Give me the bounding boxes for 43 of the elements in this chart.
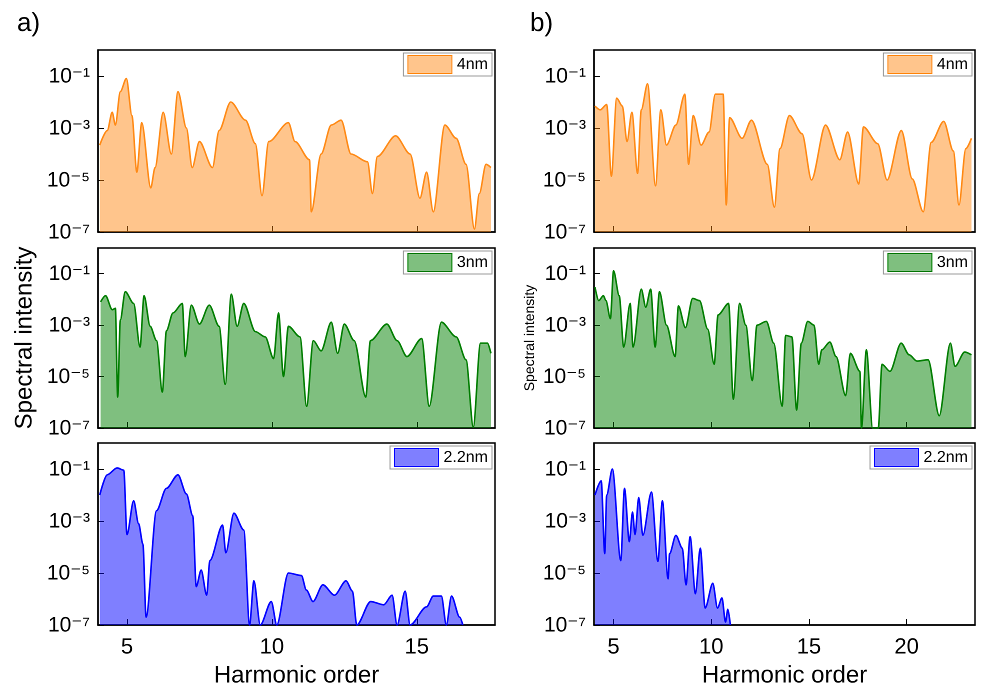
y-axis-title: Spectral intensity xyxy=(10,246,38,430)
y-axis-title: Spectral intensity xyxy=(521,284,537,392)
y-tick-label: 10⁻⁷ xyxy=(48,416,90,440)
y-tick-label: 10⁻⁷ xyxy=(544,416,586,440)
y-tick-label: 10⁻¹ xyxy=(544,458,586,480)
y-tick-label: 10⁻¹ xyxy=(48,458,90,480)
y-tick-label: 10⁻⁷ xyxy=(48,614,90,636)
y-tick-label: 10⁻⁵ xyxy=(46,562,90,584)
x-tick-label: 10 xyxy=(260,634,284,658)
legend-label: 4nm xyxy=(456,56,488,73)
y-tick-label: 10⁻⁵ xyxy=(542,365,586,388)
legend-label: 2.2nm xyxy=(444,449,488,466)
y-tick-label: 10⁻⁷ xyxy=(48,220,90,244)
x-tick-label: 20 xyxy=(894,634,919,658)
y-tick-label: 10⁻⁵ xyxy=(46,168,90,192)
x-tick-label: 5 xyxy=(120,634,134,658)
legend-label: 3nm xyxy=(936,254,968,271)
x-tick-label: 5 xyxy=(607,634,620,658)
legend-label: 2.2nm xyxy=(924,449,968,466)
y-tick-label: 10⁻³ xyxy=(48,116,90,140)
y-tick-label: 10⁻⁷ xyxy=(544,614,586,636)
x-axis-title: Harmonic order xyxy=(214,662,380,688)
y-tick-label: 10⁻³ xyxy=(48,314,90,337)
y-tick-label: 10⁻³ xyxy=(544,116,586,140)
x-axis-title: Harmonic order xyxy=(702,662,868,688)
x-tick-label: 15 xyxy=(796,634,822,658)
y-tick-label: 10⁻¹ xyxy=(544,64,586,88)
chart-title: b) xyxy=(530,7,554,37)
x-tick-label: 10 xyxy=(698,634,724,658)
legend-label: 4nm xyxy=(936,56,968,73)
y-tick-label: 10⁻¹ xyxy=(544,262,586,286)
y-tick-label: 10⁻⁵ xyxy=(542,562,586,584)
chart-title: a) xyxy=(17,7,40,37)
legend-label: 3nm xyxy=(456,254,488,271)
y-tick-label: 10⁻³ xyxy=(544,510,586,532)
y-tick-label: 10⁻¹ xyxy=(48,262,90,286)
y-tick-label: 10⁻³ xyxy=(48,510,90,532)
y-tick-label: 10⁻⁵ xyxy=(542,168,586,192)
y-tick-label: 10⁻⁵ xyxy=(46,365,90,388)
y-tick-label: 10⁻³ xyxy=(544,314,586,337)
x-tick-label: 15 xyxy=(404,634,429,658)
y-tick-label: 10⁻⁷ xyxy=(544,220,586,244)
y-tick-label: 10⁻¹ xyxy=(48,64,90,88)
